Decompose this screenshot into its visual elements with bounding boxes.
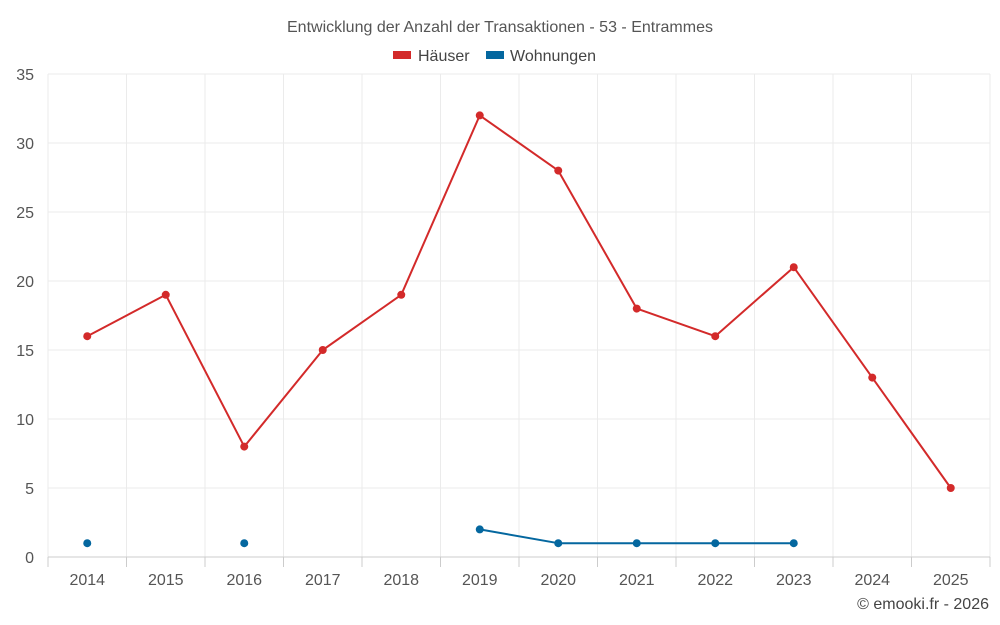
x-tick-label: 2016 [226, 572, 262, 589]
data-point-haeuser[interactable] [946, 484, 955, 492]
data-point-haeuser[interactable] [789, 263, 798, 272]
data-point-wohnungen[interactable] [475, 525, 484, 534]
series-line-haeuser [86, 114, 952, 489]
x-tick-label: 2025 [933, 572, 969, 589]
data-point-wohnungen[interactable] [711, 539, 720, 548]
data-point-haeuser[interactable] [868, 373, 877, 382]
x-tick-label: 2019 [462, 572, 498, 589]
x-tick-label: 2021 [619, 572, 655, 589]
legend-label-haeuser[interactable]: Häuser [418, 48, 470, 65]
x-tick-label: 2015 [148, 572, 184, 589]
legend-swatch-haeuser [393, 51, 411, 59]
x-tick-label: 2018 [383, 572, 419, 589]
x-tick-label: 2022 [697, 572, 733, 589]
data-point-wohnungen[interactable] [240, 539, 249, 548]
y-axis: 0 5 10 15 20 25 30 35 [16, 67, 34, 567]
series-layer [83, 111, 955, 548]
data-point-haeuser[interactable] [711, 332, 720, 341]
data-point-wohnungen[interactable] [789, 539, 798, 548]
data-point-wohnungen[interactable] [632, 539, 641, 548]
gridlines [47, 73, 991, 557]
x-tick-label: 2020 [540, 572, 576, 589]
data-point-wohnungen[interactable] [83, 539, 92, 548]
x-tick-label: 2014 [69, 572, 105, 589]
chart-title: Entwicklung der Anzahl der Transaktionen… [287, 19, 713, 36]
y-tick-label: 20 [16, 274, 34, 291]
data-point-haeuser[interactable] [475, 111, 484, 120]
y-tick-label: 25 [16, 205, 34, 222]
legend-label-wohnungen[interactable]: Wohnungen [510, 48, 596, 65]
x-tick-label: 2024 [854, 572, 890, 589]
data-point-wohnungen[interactable] [554, 539, 563, 548]
y-tick-label: 15 [16, 343, 34, 360]
x-axis: 2014 2015 2016 2017 2018 2019 2020 2021 2022 2023… [47, 556, 991, 589]
y-tick-label: 10 [16, 412, 34, 429]
credit-text: © emooki.fr - 2026 [857, 596, 989, 613]
x-tick-label: 2023 [776, 572, 812, 589]
legend: Häuser Wohnungen [393, 48, 596, 65]
data-point-haeuser[interactable] [397, 290, 406, 299]
legend-swatch-wohnungen [486, 51, 504, 59]
data-point-haeuser[interactable] [83, 332, 92, 341]
y-tick-label: 5 [25, 481, 34, 498]
data-point-haeuser[interactable] [161, 290, 170, 299]
data-point-haeuser[interactable] [632, 304, 641, 313]
y-tick-label: 30 [16, 136, 34, 153]
x-tick-label: 2017 [305, 572, 341, 589]
data-point-haeuser[interactable] [554, 166, 563, 175]
y-tick-label: 0 [25, 550, 34, 567]
data-point-haeuser[interactable] [318, 346, 327, 354]
y-tick-label: 35 [16, 67, 34, 84]
data-point-haeuser[interactable] [240, 442, 249, 451]
